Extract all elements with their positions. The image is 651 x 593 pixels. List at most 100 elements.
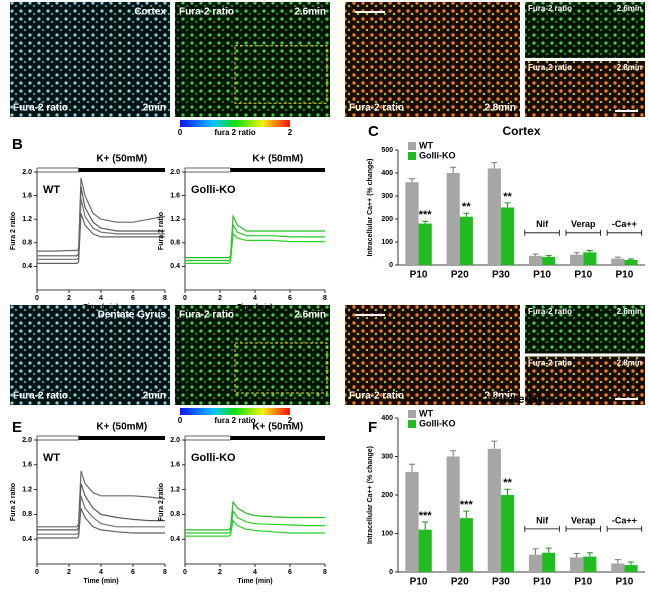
bar	[583, 556, 597, 572]
group-bracket	[565, 525, 601, 532]
bar	[418, 223, 432, 265]
baseline-bar	[184, 167, 231, 173]
x-tick-label: 4	[253, 569, 257, 576]
x-tick-label: P20	[451, 270, 469, 281]
region-label: Dentate Gyrus	[98, 310, 167, 321]
panel-letter: F	[368, 419, 377, 436]
inset-image	[525, 356, 645, 405]
x-tick-label: P20	[451, 577, 469, 588]
legend-swatch	[408, 142, 416, 150]
x-tick-label: 6	[288, 295, 292, 302]
bar	[570, 254, 584, 265]
error-bar	[463, 212, 470, 217]
ratio-label: Fura-2 ratio	[179, 7, 234, 18]
x-tick-label: 2	[218, 569, 222, 576]
chart-title: Golli-KO	[191, 452, 236, 464]
x-tick-label: 0	[183, 295, 187, 302]
inset-ratio-label: Fura-2 ratio	[528, 307, 572, 316]
micrograph	[175, 2, 330, 117]
error-bar	[573, 553, 580, 558]
y-tick-label: 300	[381, 453, 393, 460]
inset-time-label: 2.8min	[617, 359, 642, 368]
error-bar	[586, 552, 593, 557]
bar	[405, 471, 419, 572]
y-tick-label: 0.4	[170, 263, 180, 270]
x-tick-label: P10	[616, 270, 634, 281]
inset-time-label: 2.6min	[617, 4, 642, 13]
y-tick-label: 1.2	[22, 216, 32, 223]
ratio-label: Fura-2 ratio	[13, 103, 68, 114]
bar	[583, 252, 597, 265]
y-tick-label: 0.8	[170, 511, 180, 518]
x-tick-label: P10	[410, 270, 428, 281]
roi-box	[234, 342, 328, 394]
x-tick-label: 4	[99, 569, 103, 576]
error-bar	[422, 521, 429, 530]
y-tick-label: 100	[381, 530, 393, 537]
y-tick-label: 0	[389, 262, 393, 269]
error-bar	[614, 256, 621, 259]
stimulus-label: K+ (50mM)	[252, 154, 303, 165]
y-tick-label: 1.6	[22, 462, 32, 469]
y-tick-label: 2.0	[22, 437, 32, 444]
trace	[185, 232, 325, 264]
x-tick-label: 4	[99, 295, 103, 302]
y-tick-label: 0.4	[22, 536, 32, 543]
error-bar	[491, 440, 498, 449]
x-axis-label: Time (min)	[237, 578, 272, 585]
micrograph	[345, 305, 520, 405]
colorbar-label: fura 2 ratio	[214, 128, 255, 137]
error-bar	[545, 255, 552, 257]
chart-title: Dentate Gyrus	[480, 392, 562, 406]
bar	[570, 557, 584, 572]
trace	[185, 214, 325, 259]
bar	[624, 565, 638, 572]
trace	[37, 213, 165, 264]
trace	[37, 470, 166, 528]
bar	[405, 182, 419, 265]
x-tick-label: 8	[163, 569, 167, 576]
stimulus-bar	[230, 168, 325, 172]
bar	[487, 448, 501, 572]
error-bar	[450, 166, 457, 173]
trace	[185, 519, 325, 537]
error-bar	[450, 450, 457, 457]
x-tick-label: P10	[616, 577, 634, 588]
significance: **	[462, 201, 471, 213]
time-label: 2min	[143, 391, 166, 402]
x-tick-label: P30	[492, 270, 510, 281]
x-tick-label: P10	[533, 270, 551, 281]
y-tick-label: 1.2	[22, 486, 32, 493]
error-bar	[491, 162, 498, 169]
y-tick-label: 400	[381, 170, 393, 177]
error-bar	[504, 202, 511, 208]
colorbar-min: 0	[178, 416, 183, 425]
significance: ***	[419, 510, 433, 522]
x-axis-label: Time (min)	[83, 578, 118, 585]
trace	[37, 495, 165, 535]
x-tick-label: 0	[35, 295, 39, 302]
y-tick-label: 0.8	[22, 511, 32, 518]
stimulus-label: K+ (50mM)	[252, 422, 303, 433]
significance: ***	[419, 209, 433, 221]
y-tick-label: 0	[389, 569, 393, 576]
x-tick-label: 0	[183, 569, 187, 576]
micrograph	[10, 305, 170, 405]
y-tick-label: 0.8	[170, 240, 180, 247]
bar	[500, 495, 515, 572]
group-label: Verap	[571, 219, 596, 229]
error-bar	[463, 510, 470, 519]
legend-label: WT	[419, 408, 433, 418]
error-bar	[408, 178, 415, 183]
y-tick-label: 2.0	[22, 169, 32, 176]
y-axis-label: Fura 2 ratio	[10, 483, 17, 521]
y-axis-label: Fura 2 ratio	[158, 483, 165, 521]
error-bar	[614, 559, 621, 564]
inset-time-label: 2.6min	[617, 307, 642, 316]
group-bracket	[565, 229, 601, 236]
error-bar	[573, 252, 580, 255]
baseline-bar	[184, 435, 231, 441]
y-tick-label: 0.4	[22, 263, 32, 270]
ratio-label: Fura-2 ratio	[13, 391, 68, 402]
x-tick-label: P10	[574, 577, 592, 588]
